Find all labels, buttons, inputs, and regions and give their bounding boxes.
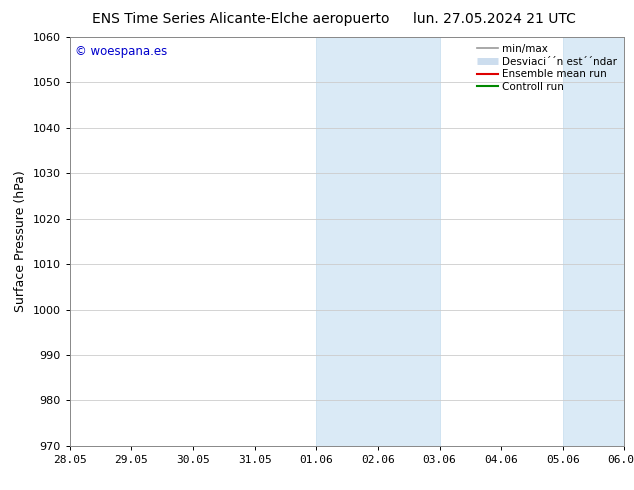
Bar — [563, 37, 624, 446]
Text: lun. 27.05.2024 21 UTC: lun. 27.05.2024 21 UTC — [413, 12, 576, 26]
Text: ENS Time Series Alicante-Elche aeropuerto: ENS Time Series Alicante-Elche aeropuert… — [92, 12, 390, 26]
Y-axis label: Surface Pressure (hPa): Surface Pressure (hPa) — [14, 171, 27, 312]
Bar — [316, 37, 439, 446]
Legend: min/max, Desviaci´´n est´´ndar, Ensemble mean run, Controll run: min/max, Desviaci´´n est´´ndar, Ensemble… — [475, 42, 619, 94]
Text: © woespana.es: © woespana.es — [75, 45, 167, 58]
